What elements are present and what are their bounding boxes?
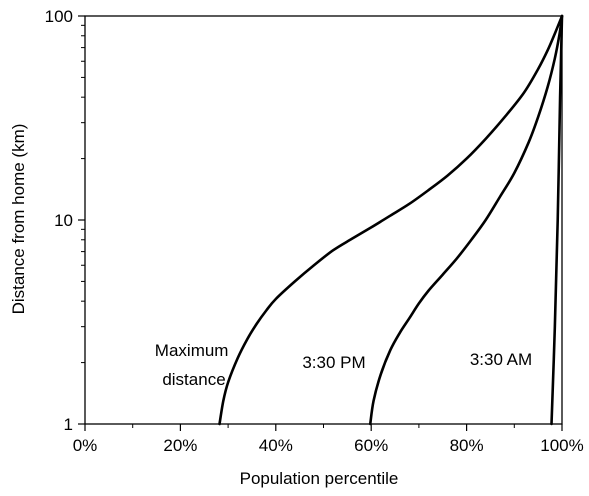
y-axis-label: Distance from home (km) bbox=[9, 124, 28, 315]
x-tick-label: 80% bbox=[450, 436, 484, 455]
y-tick-label: 1 bbox=[64, 415, 73, 434]
x-tick-label: 40% bbox=[259, 436, 293, 455]
series-labels: Maximum distance 3:30 PM 3:30 AM bbox=[155, 341, 532, 389]
series-label-330am: 3:30 AM bbox=[470, 350, 532, 369]
axes bbox=[78, 15, 563, 431]
series-line-330pm bbox=[368, 14, 564, 426]
y-tick-label: 100 bbox=[45, 7, 73, 26]
x-tick-label: 100% bbox=[540, 436, 583, 455]
x-tick-label: 60% bbox=[354, 436, 388, 455]
series-line-330am bbox=[550, 14, 564, 426]
series-label-maximum-distance: Maximum distance bbox=[155, 341, 233, 389]
y-tick-label: 10 bbox=[54, 211, 73, 230]
series-line-maximum-distance bbox=[218, 14, 564, 426]
series-layer bbox=[218, 14, 564, 426]
x-tick-label: 0% bbox=[73, 436, 98, 455]
x-axis-label: Population percentile bbox=[240, 469, 399, 488]
series-label-330pm: 3:30 PM bbox=[302, 353, 365, 372]
tick-labels: 0% 20% 40% 60% 80% 100% 1 10 100 bbox=[45, 7, 584, 455]
x-tick-label: 20% bbox=[163, 436, 197, 455]
